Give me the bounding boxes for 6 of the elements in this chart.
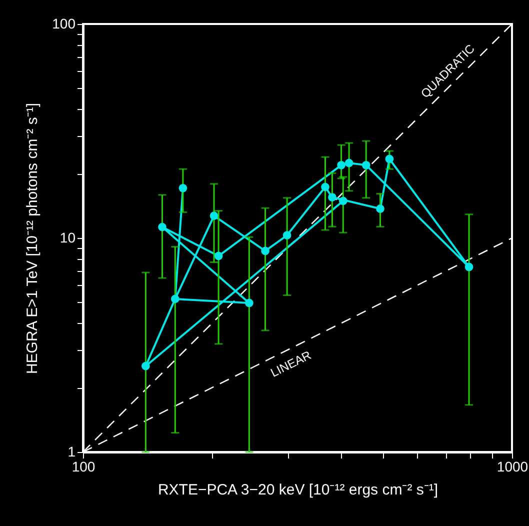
x-axis-title: RXTE−PCA 3−20 keV [10⁻¹² ergs cm⁻² s⁻¹] <box>158 482 438 498</box>
y-axis-title: HEGRA E>1 TeV [10⁻¹² photons cm⁻² s⁻¹] <box>24 102 42 374</box>
y-tick-label: 1 <box>68 444 76 460</box>
x-tick-label: 1000 <box>496 458 528 474</box>
y-tick-label: 10 <box>60 230 76 246</box>
y-tick-label: 100 <box>52 16 76 32</box>
